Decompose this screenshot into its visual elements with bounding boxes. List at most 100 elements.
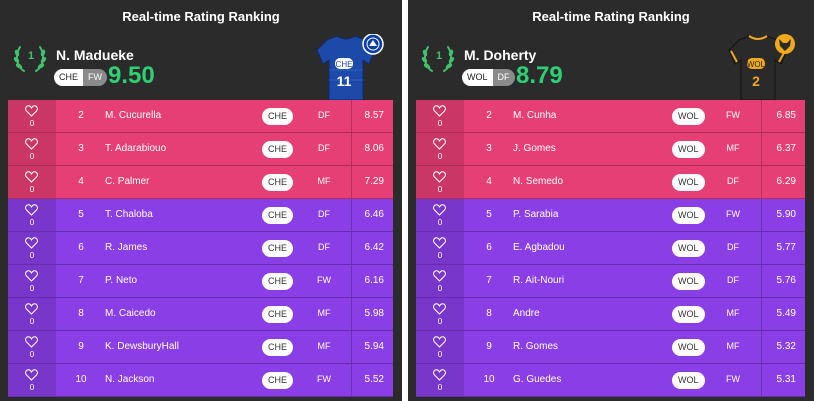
heart-icon[interactable] bbox=[433, 204, 446, 216]
ranking-row[interactable]: 0 8 Andre WOL MF 5.49 bbox=[416, 298, 805, 331]
ranking-row[interactable]: 0 9 K. DewsburyHall CHE MF 5.94 bbox=[8, 331, 393, 364]
player-rank: 7 bbox=[78, 275, 84, 286]
divider bbox=[351, 166, 352, 198]
heart-icon[interactable] bbox=[25, 237, 38, 249]
player-rank: 7 bbox=[486, 275, 492, 286]
player-name[interactable]: T. Chaloba bbox=[105, 209, 153, 220]
player-position: FW bbox=[726, 110, 740, 120]
divider bbox=[761, 298, 762, 330]
ranking-row[interactable]: 0 3 T. Adarabiouo CHE DF 8.06 bbox=[8, 133, 393, 166]
player-position: MF bbox=[726, 143, 740, 153]
player-name[interactable]: R. James bbox=[105, 242, 148, 253]
divider bbox=[351, 298, 352, 330]
wolves-crest-icon bbox=[775, 34, 795, 54]
heart-icon[interactable] bbox=[433, 336, 446, 348]
player-position: DF bbox=[318, 209, 330, 219]
player-rank: 8 bbox=[78, 308, 84, 319]
heart-icon[interactable] bbox=[25, 204, 38, 216]
player-position: MF bbox=[317, 176, 331, 186]
like-count: 0 bbox=[29, 185, 35, 194]
team-badge: WOL bbox=[672, 108, 705, 125]
ranking-row[interactable]: 0 2 M. Cunha WOL FW 6.85 bbox=[416, 100, 805, 133]
player-name[interactable]: M. Cunha bbox=[513, 110, 557, 121]
ranking-panel-chelsea: Real-time Rating Ranking 1 N. Madueke CH… bbox=[0, 0, 402, 401]
heart-icon[interactable] bbox=[433, 270, 446, 282]
player-name[interactable]: T. Adarabiouo bbox=[105, 143, 167, 154]
ranking-row[interactable]: 0 5 T. Chaloba CHE DF 6.46 bbox=[8, 199, 393, 232]
ranking-panel-wolves: Real-time Rating Ranking 1 M. Doherty WO… bbox=[408, 0, 814, 401]
like-count: 0 bbox=[29, 350, 35, 359]
heart-icon[interactable] bbox=[25, 138, 38, 150]
heart-icon[interactable] bbox=[433, 138, 446, 150]
heart-icon[interactable] bbox=[25, 303, 38, 315]
player-name[interactable]: P. Neto bbox=[105, 275, 138, 286]
ranking-row[interactable]: 0 4 N. Semedo WOL DF 6.29 bbox=[416, 166, 805, 199]
team-badge: CHE bbox=[262, 372, 294, 389]
player-name[interactable]: N. Semedo bbox=[513, 176, 564, 187]
ranking-row[interactable]: 0 3 J. Gomes WOL MF 6.37 bbox=[416, 133, 805, 166]
ranking-row[interactable]: 0 7 P. Neto CHE FW 6.16 bbox=[8, 265, 393, 298]
divider bbox=[351, 364, 352, 396]
player-name[interactable]: N. Jackson bbox=[105, 374, 155, 385]
player-name[interactable]: M. Caicedo bbox=[105, 308, 156, 319]
heart-icon[interactable] bbox=[433, 105, 446, 117]
ranking-row[interactable]: 0 5 P. Sarabia WOL FW 5.90 bbox=[416, 199, 805, 232]
like-count: 0 bbox=[437, 152, 443, 161]
heart-icon[interactable] bbox=[25, 270, 38, 282]
player-rating: 5.94 bbox=[364, 341, 384, 352]
jersey-number: 11 bbox=[337, 73, 352, 89]
player-name[interactable]: C. Palmer bbox=[105, 176, 150, 187]
player-rating: 5.76 bbox=[776, 275, 796, 286]
player-rank: 10 bbox=[483, 374, 495, 385]
ranking-row[interactable]: 0 2 M. Cucurella CHE DF 8.57 bbox=[8, 100, 393, 133]
ranking-row[interactable]: 0 10 N. Jackson CHE FW 5.52 bbox=[8, 364, 393, 397]
heart-icon[interactable] bbox=[433, 171, 446, 183]
ranking-row[interactable]: 0 7 R. Ait-Nouri WOL DF 5.76 bbox=[416, 265, 805, 298]
ranking-row[interactable]: 0 6 E. Agbadou WOL DF 5.77 bbox=[416, 232, 805, 265]
heart-icon[interactable] bbox=[25, 105, 38, 117]
player-rating: 6.85 bbox=[776, 110, 796, 121]
player-position: MF bbox=[317, 341, 331, 351]
top-player-name[interactable]: N. Madueke bbox=[56, 47, 134, 63]
team-badge: CHE bbox=[262, 207, 294, 224]
player-name[interactable]: K. DewsburyHall bbox=[105, 341, 179, 352]
like-count: 0 bbox=[29, 218, 35, 227]
player-name[interactable]: R. Gomes bbox=[513, 341, 559, 352]
team-badge: WOL bbox=[672, 207, 705, 224]
player-rank: 3 bbox=[486, 143, 492, 154]
player-rating: 8.06 bbox=[364, 143, 384, 154]
player-rating: 6.29 bbox=[776, 176, 796, 187]
player-name[interactable]: J. Gomes bbox=[513, 143, 556, 154]
player-name[interactable]: M. Cucurella bbox=[105, 110, 162, 121]
like-count: 0 bbox=[29, 119, 35, 128]
player-position: DF bbox=[727, 176, 739, 186]
ranking-row[interactable]: 0 8 M. Caicedo CHE MF 5.98 bbox=[8, 298, 393, 331]
ranking-row[interactable]: 0 9 R. Gomes WOL MF 5.32 bbox=[416, 331, 805, 364]
heart-icon[interactable] bbox=[25, 171, 38, 183]
top-player-name[interactable]: M. Doherty bbox=[464, 47, 537, 63]
ranking-row[interactable]: 0 6 R. James CHE DF 6.42 bbox=[8, 232, 393, 265]
player-rank: 6 bbox=[78, 242, 84, 253]
heart-icon[interactable] bbox=[25, 369, 38, 381]
player-position: DF bbox=[318, 143, 330, 153]
ranking-row[interactable]: 0 10 G. Guedes WOL FW 5.31 bbox=[416, 364, 805, 397]
player-name[interactable]: Andre bbox=[513, 308, 540, 319]
heart-icon[interactable] bbox=[25, 336, 38, 348]
panel-title: Real-time Rating Ranking bbox=[122, 9, 280, 24]
player-name[interactable]: R. Ait-Nouri bbox=[513, 275, 565, 286]
heart-icon[interactable] bbox=[433, 237, 446, 249]
player-name[interactable]: G. Guedes bbox=[513, 374, 562, 385]
panel-title: Real-time Rating Ranking bbox=[532, 9, 690, 24]
laurel-icon bbox=[13, 46, 47, 72]
heart-icon[interactable] bbox=[433, 369, 446, 381]
player-position: FW bbox=[317, 275, 331, 285]
player-name[interactable]: P. Sarabia bbox=[513, 209, 559, 220]
divider bbox=[761, 364, 762, 396]
player-rank: 9 bbox=[78, 341, 84, 352]
player-name[interactable]: E. Agbadou bbox=[513, 242, 565, 253]
heart-icon[interactable] bbox=[433, 303, 446, 315]
player-rating: 6.42 bbox=[364, 242, 384, 253]
top-rank: 1 bbox=[27, 50, 35, 62]
player-rating: 6.46 bbox=[364, 209, 384, 220]
ranking-row[interactable]: 0 4 C. Palmer CHE MF 7.29 bbox=[8, 166, 393, 199]
